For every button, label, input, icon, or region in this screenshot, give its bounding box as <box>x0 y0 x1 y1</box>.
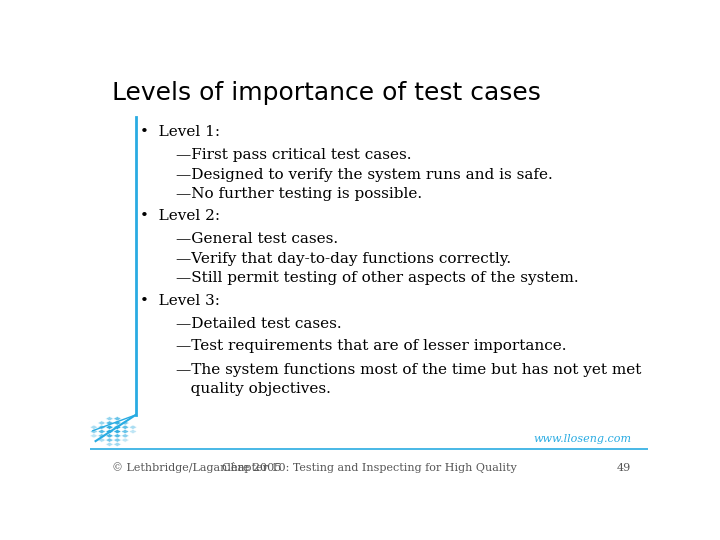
Polygon shape <box>106 442 114 447</box>
Polygon shape <box>121 421 129 425</box>
Text: —Detailed test cases.: —Detailed test cases. <box>176 317 342 331</box>
Polygon shape <box>98 438 106 442</box>
Text: quality objectives.: quality objectives. <box>176 382 331 396</box>
Polygon shape <box>114 429 121 434</box>
Text: •  Level 1:: • Level 1: <box>140 125 220 139</box>
Polygon shape <box>90 425 98 429</box>
Polygon shape <box>106 438 114 442</box>
Polygon shape <box>114 421 121 425</box>
Polygon shape <box>114 425 121 429</box>
Text: Chapter 10: Testing and Inspecting for High Quality: Chapter 10: Testing and Inspecting for H… <box>222 463 516 473</box>
Polygon shape <box>121 434 129 438</box>
Text: www.lloseng.com: www.lloseng.com <box>534 434 631 444</box>
Text: —Verify that day-to-day functions correctly.: —Verify that day-to-day functions correc… <box>176 252 512 266</box>
Text: —Still permit testing of other aspects of the system.: —Still permit testing of other aspects o… <box>176 272 579 286</box>
Text: —Designed to verify the system runs and is safe.: —Designed to verify the system runs and … <box>176 167 553 181</box>
Polygon shape <box>98 425 106 429</box>
Text: 49: 49 <box>617 463 631 473</box>
Polygon shape <box>121 425 129 429</box>
Polygon shape <box>98 421 106 425</box>
Text: —No further testing is possible.: —No further testing is possible. <box>176 187 423 201</box>
Polygon shape <box>106 429 114 434</box>
Polygon shape <box>114 438 121 442</box>
Polygon shape <box>90 429 98 434</box>
Polygon shape <box>98 434 106 438</box>
Text: —Test requirements that are of lesser importance.: —Test requirements that are of lesser im… <box>176 339 567 353</box>
Text: —General test cases.: —General test cases. <box>176 232 338 246</box>
Polygon shape <box>121 438 129 442</box>
Polygon shape <box>114 416 121 421</box>
Polygon shape <box>106 434 114 438</box>
Polygon shape <box>106 425 114 429</box>
Polygon shape <box>90 434 98 438</box>
Text: —First pass critical test cases.: —First pass critical test cases. <box>176 148 412 162</box>
Text: •  Level 3:: • Level 3: <box>140 294 220 308</box>
Text: Levels of importance of test cases: Levels of importance of test cases <box>112 82 541 105</box>
Polygon shape <box>98 429 106 434</box>
Text: © Lethbridge/Laganière 2005: © Lethbridge/Laganière 2005 <box>112 462 282 473</box>
Polygon shape <box>121 429 129 434</box>
Polygon shape <box>114 434 121 438</box>
Text: •  Level 2:: • Level 2: <box>140 210 220 224</box>
Polygon shape <box>106 416 114 421</box>
Polygon shape <box>106 421 114 425</box>
Polygon shape <box>129 425 137 429</box>
Text: —The system functions most of the time but has not yet met: —The system functions most of the time b… <box>176 363 642 377</box>
Polygon shape <box>129 429 137 434</box>
Polygon shape <box>114 442 121 447</box>
